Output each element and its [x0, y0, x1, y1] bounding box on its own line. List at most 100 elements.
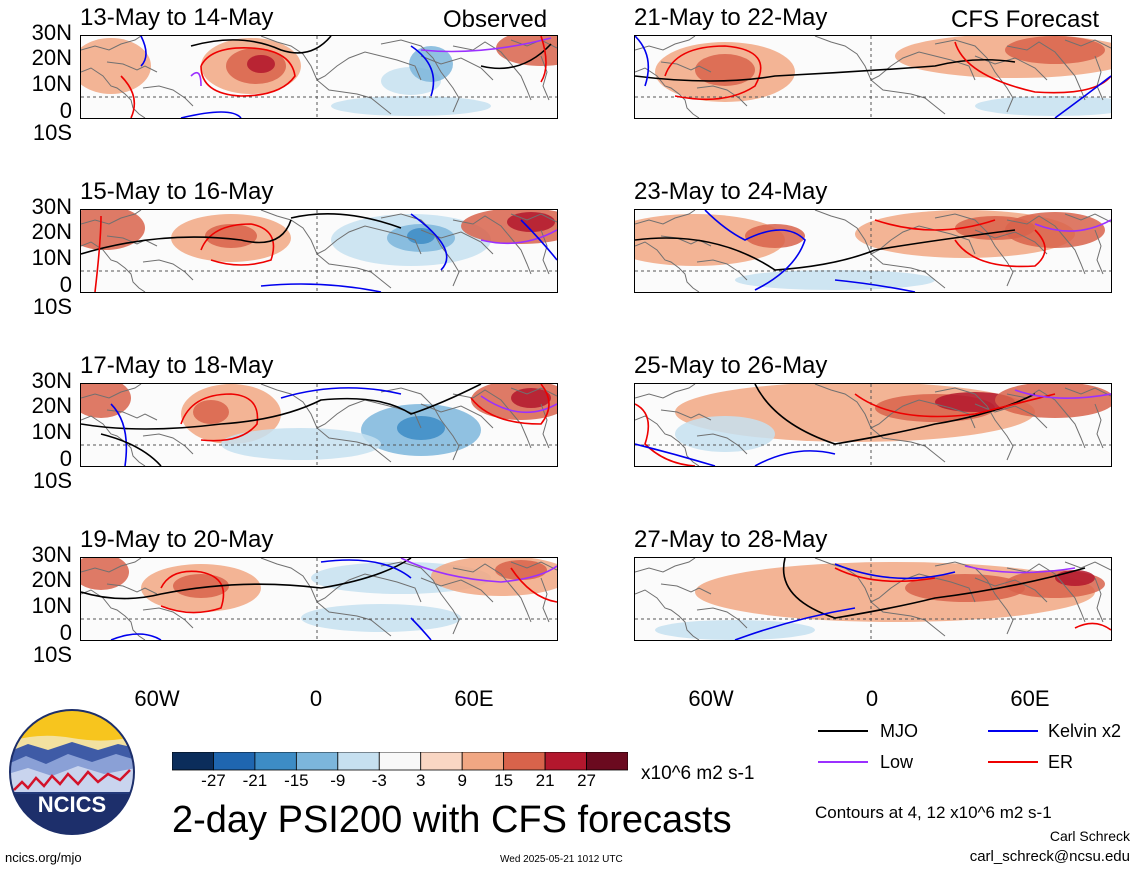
units-label: x10^6 m2 s-1	[641, 763, 755, 784]
x-label-60e-left: 60E	[454, 686, 494, 711]
contour-line	[480, 229, 557, 245]
colorbar-swatch	[586, 752, 628, 771]
y-axis-label: 20N	[31, 567, 72, 592]
contour-line	[874, 219, 996, 231]
author-email: carl_schreck@ncsu.edu	[969, 848, 1130, 865]
coastline	[635, 36, 696, 51]
y-axis-label: 10S	[32, 120, 72, 145]
contour-line	[480, 395, 557, 414]
panel-title-8: 27-May to 28-May	[634, 526, 828, 553]
colorbar-tick-label: 15	[494, 771, 514, 790]
x-label-0-left: 0	[309, 686, 323, 711]
coastline	[974, 55, 1048, 81]
coastline	[635, 210, 696, 225]
map-panel-7	[634, 383, 1112, 467]
coastline	[106, 583, 158, 595]
contour-line	[110, 403, 128, 466]
psi-anomaly-shading	[745, 224, 805, 248]
coastline	[106, 61, 158, 73]
contour-line	[140, 36, 147, 67]
x-label-60w-right: 60W	[688, 686, 734, 711]
x-label-60e-right: 60E	[1010, 686, 1050, 711]
coastline	[696, 433, 748, 455]
y-axis-label: 20N	[31, 45, 72, 70]
contour-line	[110, 633, 162, 640]
contour-line	[1034, 219, 1111, 232]
colorbar-tick-label: -27	[201, 771, 226, 790]
psi-anomaly-shading	[655, 620, 815, 640]
coastline	[260, 384, 392, 463]
coastline	[1006, 41, 1086, 101]
forecast-label: CFS Forecast	[951, 6, 1100, 33]
timestamp: Wed 2025-05-21 1012 UTC	[500, 854, 623, 865]
contour-line	[100, 433, 162, 466]
psi-anomaly-shading	[675, 416, 775, 452]
contour-line	[1054, 75, 1111, 118]
coastline	[260, 210, 392, 289]
contour-line	[280, 387, 402, 399]
psi-anomaly-shading	[695, 54, 755, 86]
colorbar-swatch	[461, 752, 505, 771]
author: Carl Schreck	[1049, 828, 1130, 844]
coastline	[510, 387, 557, 397]
y-axis-label: 0	[59, 620, 72, 645]
contour-line	[160, 570, 225, 614]
coastline	[316, 51, 422, 81]
coastline	[1064, 213, 1111, 223]
coastline	[974, 229, 1048, 255]
coastline	[696, 607, 748, 629]
colorbar-tick-label: 27	[577, 771, 596, 790]
legend-mjo-label: MJO	[880, 721, 918, 741]
y-axis-label: 10S	[32, 468, 72, 493]
coastline	[380, 39, 460, 113]
contour-line	[854, 393, 1056, 418]
colorbar-swatch	[420, 752, 463, 771]
map-svg	[635, 384, 1111, 466]
coastline	[260, 36, 392, 115]
map-svg	[81, 36, 557, 118]
colorbar-tick-label: -15	[284, 771, 309, 790]
coastline	[316, 573, 422, 603]
panel-title-6: 23-May to 24-May	[634, 178, 828, 205]
contour-line	[635, 36, 650, 87]
coastline	[1006, 563, 1086, 623]
coastline	[81, 210, 142, 225]
coastline	[510, 39, 557, 49]
contour-line	[470, 384, 550, 425]
y-axis-label: 10N	[31, 419, 72, 444]
contour-line	[190, 71, 202, 87]
coastline	[510, 561, 557, 571]
coastline	[1064, 561, 1111, 571]
contour-line	[754, 450, 836, 466]
y-axis-label: 30N	[31, 542, 72, 567]
x-label-60w-left: 60W	[134, 686, 180, 711]
map-svg	[635, 210, 1111, 292]
colorbar-swatch	[172, 752, 214, 771]
coastline	[635, 241, 700, 292]
coastline	[1094, 577, 1104, 623]
coastline	[635, 558, 696, 573]
contour-line	[954, 229, 1046, 268]
contour-line	[834, 563, 956, 580]
colorbar-tick-label: 9	[457, 771, 467, 790]
y-axis-label: 10S	[32, 642, 72, 667]
coastline	[81, 67, 146, 118]
coastline	[660, 583, 712, 595]
psi-anomaly-shading	[205, 224, 257, 248]
coastline	[934, 39, 1014, 113]
coastline	[452, 41, 532, 101]
contour-line	[410, 213, 448, 271]
coastline	[540, 229, 550, 275]
contour-note: Contours at 4, 12 x10^6 m2 s-1	[815, 803, 1052, 822]
y-axis-label: 30N	[31, 194, 72, 219]
map-svg	[81, 384, 557, 466]
coastline	[142, 607, 194, 629]
y-axis-label: 30N	[31, 20, 72, 45]
coastline	[1094, 229, 1104, 275]
coastline	[814, 210, 946, 289]
contour-line	[540, 36, 547, 83]
contour-line	[400, 558, 557, 583]
y-axis-label: 10N	[31, 71, 72, 96]
colorbar-tick-label: 21	[535, 771, 555, 790]
x-label-0-right: 0	[865, 686, 879, 711]
